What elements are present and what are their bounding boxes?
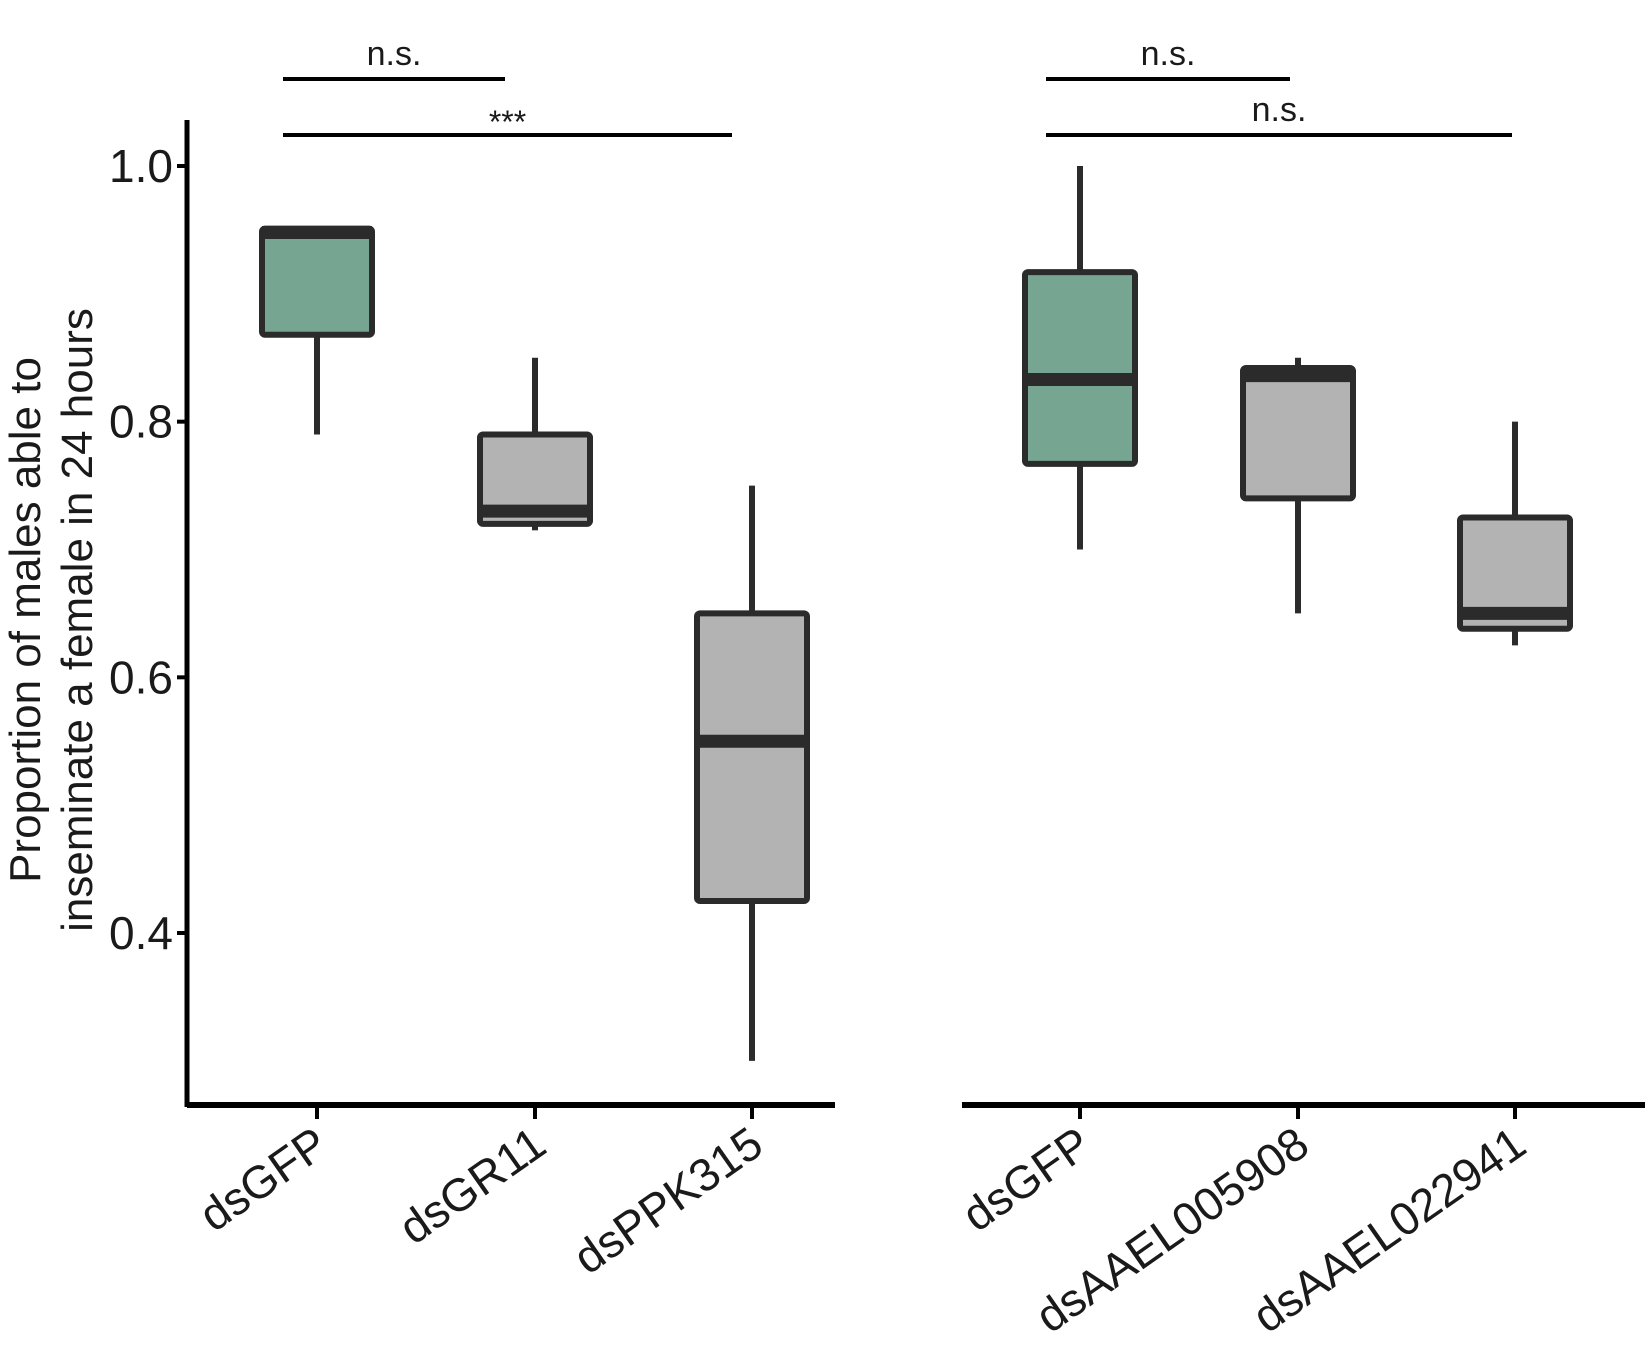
left-panel: 0.4 0.6 0.8 1.0 dsGFP dsGR11 dsPPK315 n.s. *** bbox=[109, 35, 835, 1284]
significance-label: n.s. bbox=[1141, 35, 1196, 73]
box-iqr bbox=[1240, 364, 1356, 502]
y-axis-label-line-2: inseminate a female in 24 hours bbox=[53, 308, 102, 932]
box-dsgfp bbox=[259, 225, 375, 435]
box-dsgfp bbox=[1022, 166, 1138, 550]
x-tick-label: dsGFP bbox=[190, 1117, 337, 1242]
y-axis-label: Proportion of males able to inseminate a… bbox=[1, 308, 102, 932]
y-tick-label: 1.0 bbox=[109, 140, 173, 192]
box-iqr bbox=[1022, 269, 1138, 467]
box-iqr bbox=[1457, 514, 1573, 632]
x-tick-label: dsGFP bbox=[953, 1117, 1100, 1242]
y-tick-label: 0.6 bbox=[109, 651, 173, 703]
box-iqr bbox=[477, 431, 593, 527]
box-iqr bbox=[259, 225, 375, 338]
box-iqr bbox=[694, 610, 810, 905]
x-tick-label: dsPPK315 bbox=[564, 1117, 772, 1284]
significance-label: *** bbox=[489, 104, 526, 140]
box-dsaael005908 bbox=[1240, 357, 1356, 614]
y-axis-label-line-1: Proportion of males able to bbox=[1, 357, 50, 883]
x-tick-label: dsGR11 bbox=[389, 1117, 554, 1254]
y-tick-label: 0.4 bbox=[109, 907, 173, 959]
box-dsaael022941 bbox=[1457, 421, 1573, 646]
significance-label: n.s. bbox=[367, 35, 422, 73]
box-dsppk315 bbox=[694, 485, 810, 1061]
box-dsgr11 bbox=[477, 357, 593, 531]
significance-label: n.s. bbox=[1252, 91, 1307, 129]
y-tick-label: 0.8 bbox=[109, 396, 173, 448]
